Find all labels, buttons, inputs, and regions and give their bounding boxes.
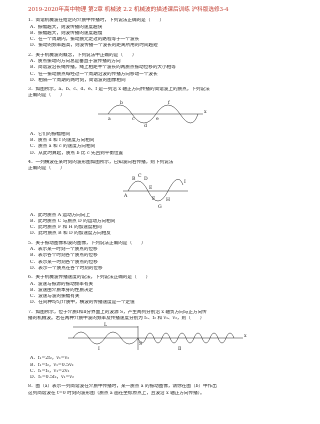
question: 8．图（a）表示一列简谐波在介质中传播时，某一质点 a 的振动图像，请你在图（b… (28, 384, 272, 397)
question: 3．如图所示，a、b、c、d、e、f 是一列沿 x 轴正方向传播的简谐波上的质点… (28, 87, 272, 157)
question: 2．关于机械波的概念，下列说法中正确的是（ ） A．质点振动的方向总是垂直于波传播… (28, 53, 272, 84)
option: C．f₁=f₂，v₁=2v₂ (30, 368, 70, 374)
label: L (104, 322, 107, 328)
label: f (168, 100, 170, 106)
option: A．振幅越大，则波传播的速度越快 (30, 24, 103, 30)
stem-line: 1．简谐机械波在给定的介质中传播时，下列说法正确的是（ ） (28, 18, 165, 24)
wave-figure: a b c d e f x (98, 100, 207, 129)
option: C．在一个周期内，振动质元走过的路程等于一个波长 (30, 37, 140, 43)
question: 1．简谐机械波在给定的介质中传播时，下列说法正确的是（ ） A．振幅越大，则波传播… (28, 18, 272, 49)
label: A (123, 193, 128, 199)
stem-line: 这列简谐波在 t=0 时刻的波形图（质点 a 画在坐标原点上，且波沿 x 轴正方… (28, 390, 205, 396)
option: C．表示某一时刻各个质点的位移 (30, 259, 98, 265)
option: A．质点振动的方向总是垂直于波传播的方向 (30, 58, 121, 64)
option: C．质点 a 和 c 的速度方向相同 (30, 144, 96, 150)
wave (127, 178, 184, 201)
label: S (139, 341, 142, 347)
question: 4．一列横波在某时刻的波形图如图所示，已知波向右传播，则下列说法 正确的是（ ） … (28, 160, 272, 238)
stem-line: 5．关于振动图像和波的图像，下列说法正确的是（ ） (28, 240, 146, 246)
option: B．此时质点 C 与质点 D 的运动方向相同 (30, 218, 116, 224)
option: D．f₁=0.5f₂，v₁=v₂ (30, 375, 74, 381)
label: E (149, 185, 152, 191)
worksheet-page: 2019-2020年高中物理 第2章 机械波 2.2 机械波的描述课后训练 沪科… (28, 7, 272, 397)
question: 6．关于机械波传播速度的说法，下列说法正确的是（ ） A．波速与振源的振动频率有关… (28, 275, 272, 306)
option: A．波速与振源的振动频率有关 (30, 281, 94, 287)
option: C．波速与波的振幅有关 (30, 294, 80, 300)
label: x (244, 334, 247, 339)
label: c (132, 117, 135, 122)
option: D．此时质点 B 和 D 的加速度方向相反 (30, 231, 111, 237)
stem-line: 2．关于机械波的概念，下列说法中正确的是（ ） (28, 52, 137, 58)
option: B．f₁=f₂，v₁=0.5v₂ (30, 362, 74, 368)
option: C．任一振动质点每经过一个周期沿波的传播方向移动一个波长 (30, 71, 158, 77)
label: d (144, 123, 147, 128)
title: 2019-2020年高中物理 第2章 机械波 2.2 机械波的描述课后训练 沪科… (28, 7, 229, 13)
label: I (184, 179, 186, 185)
stem-line: 正确的是（ ） (28, 93, 65, 99)
stem-line: 3．如图所示，a、b、c、d、e、f 是一列沿 x 轴正方向传播的简谐波上的质点… (28, 87, 210, 93)
label: H (166, 197, 170, 203)
wave (107, 104, 199, 124)
option: A．表示某一时刻一个质点的位移 (30, 247, 98, 253)
label: a (108, 117, 111, 122)
stem-line: 8．图（a）表示一列简谐波在介质中传播时，某一质点 a 的振动图像，请你在图（b… (28, 384, 217, 390)
option: D．在同种均匀介质中，横波的传播速度是一个定值 (30, 300, 135, 306)
stem-line: 播的机械波。若在两种介质中波的频率及传播速度分别为 f₁、f₂ 和 v₁、v₂，… (28, 316, 205, 321)
option: D．振动的频率越高，则波传播一个波长的距离所用的时间越短 (30, 43, 158, 49)
option: A．它们的振幅相同 (30, 131, 71, 137)
option: A．f₁=2f₂，v₁=v₂ (30, 356, 70, 362)
label: b (120, 100, 123, 106)
option: B．简谐波沿长绳传播，绳上相距半个波长的两质点振动位移的大小相等 (30, 65, 176, 71)
wave-figure: Ⅰ Ⅱ S L x (68, 322, 247, 352)
stem-line: 7．如图所示，位于介质Ⅰ和Ⅱ分界面上的波源 S，产生两列分别沿 x 轴负方向与正… (28, 309, 207, 315)
label: C (138, 173, 142, 179)
label: x (204, 110, 207, 115)
label: B (132, 176, 136, 182)
label: D (144, 176, 148, 182)
stem-line: 6．关于机械波传播速度的说法，下列说法正确的是（ ） (28, 275, 151, 281)
option: B．波速由介质本身的性质决定 (30, 287, 94, 293)
question: 5．关于振动图像和波的图像，下列说法正确的是（ ） A．表示某一时刻一个质点的位移… (28, 241, 272, 272)
label: Ⅰ (98, 346, 100, 352)
option: A．此时质点 A 运动方向向上 (30, 212, 91, 218)
label: F (152, 196, 155, 202)
wave (72, 332, 235, 345)
option: B．振幅越大，则波传播的速度越慢 (30, 30, 103, 36)
option: B．表示各个时刻各个质点的位移 (30, 253, 98, 259)
wave-figure: A B C D E F G H I (123, 173, 188, 210)
option: C．此时质点 F 和 H 的加速度相同 (30, 225, 102, 231)
label: e (156, 117, 159, 122)
option: D．从此时算起，质点 b 比 c 先回到平衡位置 (30, 150, 124, 156)
option: D．相隔一个周期的两时刻，简谐波的图像相同 (30, 77, 126, 83)
option: B．质点 d 和 f 的速度方向相同 (30, 138, 95, 144)
stem-line: 4．一列横波在某时刻的波形图如图所示，已知波向右传播，则下列说法 (28, 159, 174, 165)
question: 7．如图所示，位于介质Ⅰ和Ⅱ分界面上的波源 S，产生两列分别沿 x 轴负方向与正… (28, 310, 272, 382)
stem-line: 正确的是（ ） (28, 166, 65, 172)
label: G (158, 204, 162, 209)
option: D．表示一个质点在各个时刻的位移 (30, 265, 103, 271)
label: Ⅱ (178, 346, 181, 352)
